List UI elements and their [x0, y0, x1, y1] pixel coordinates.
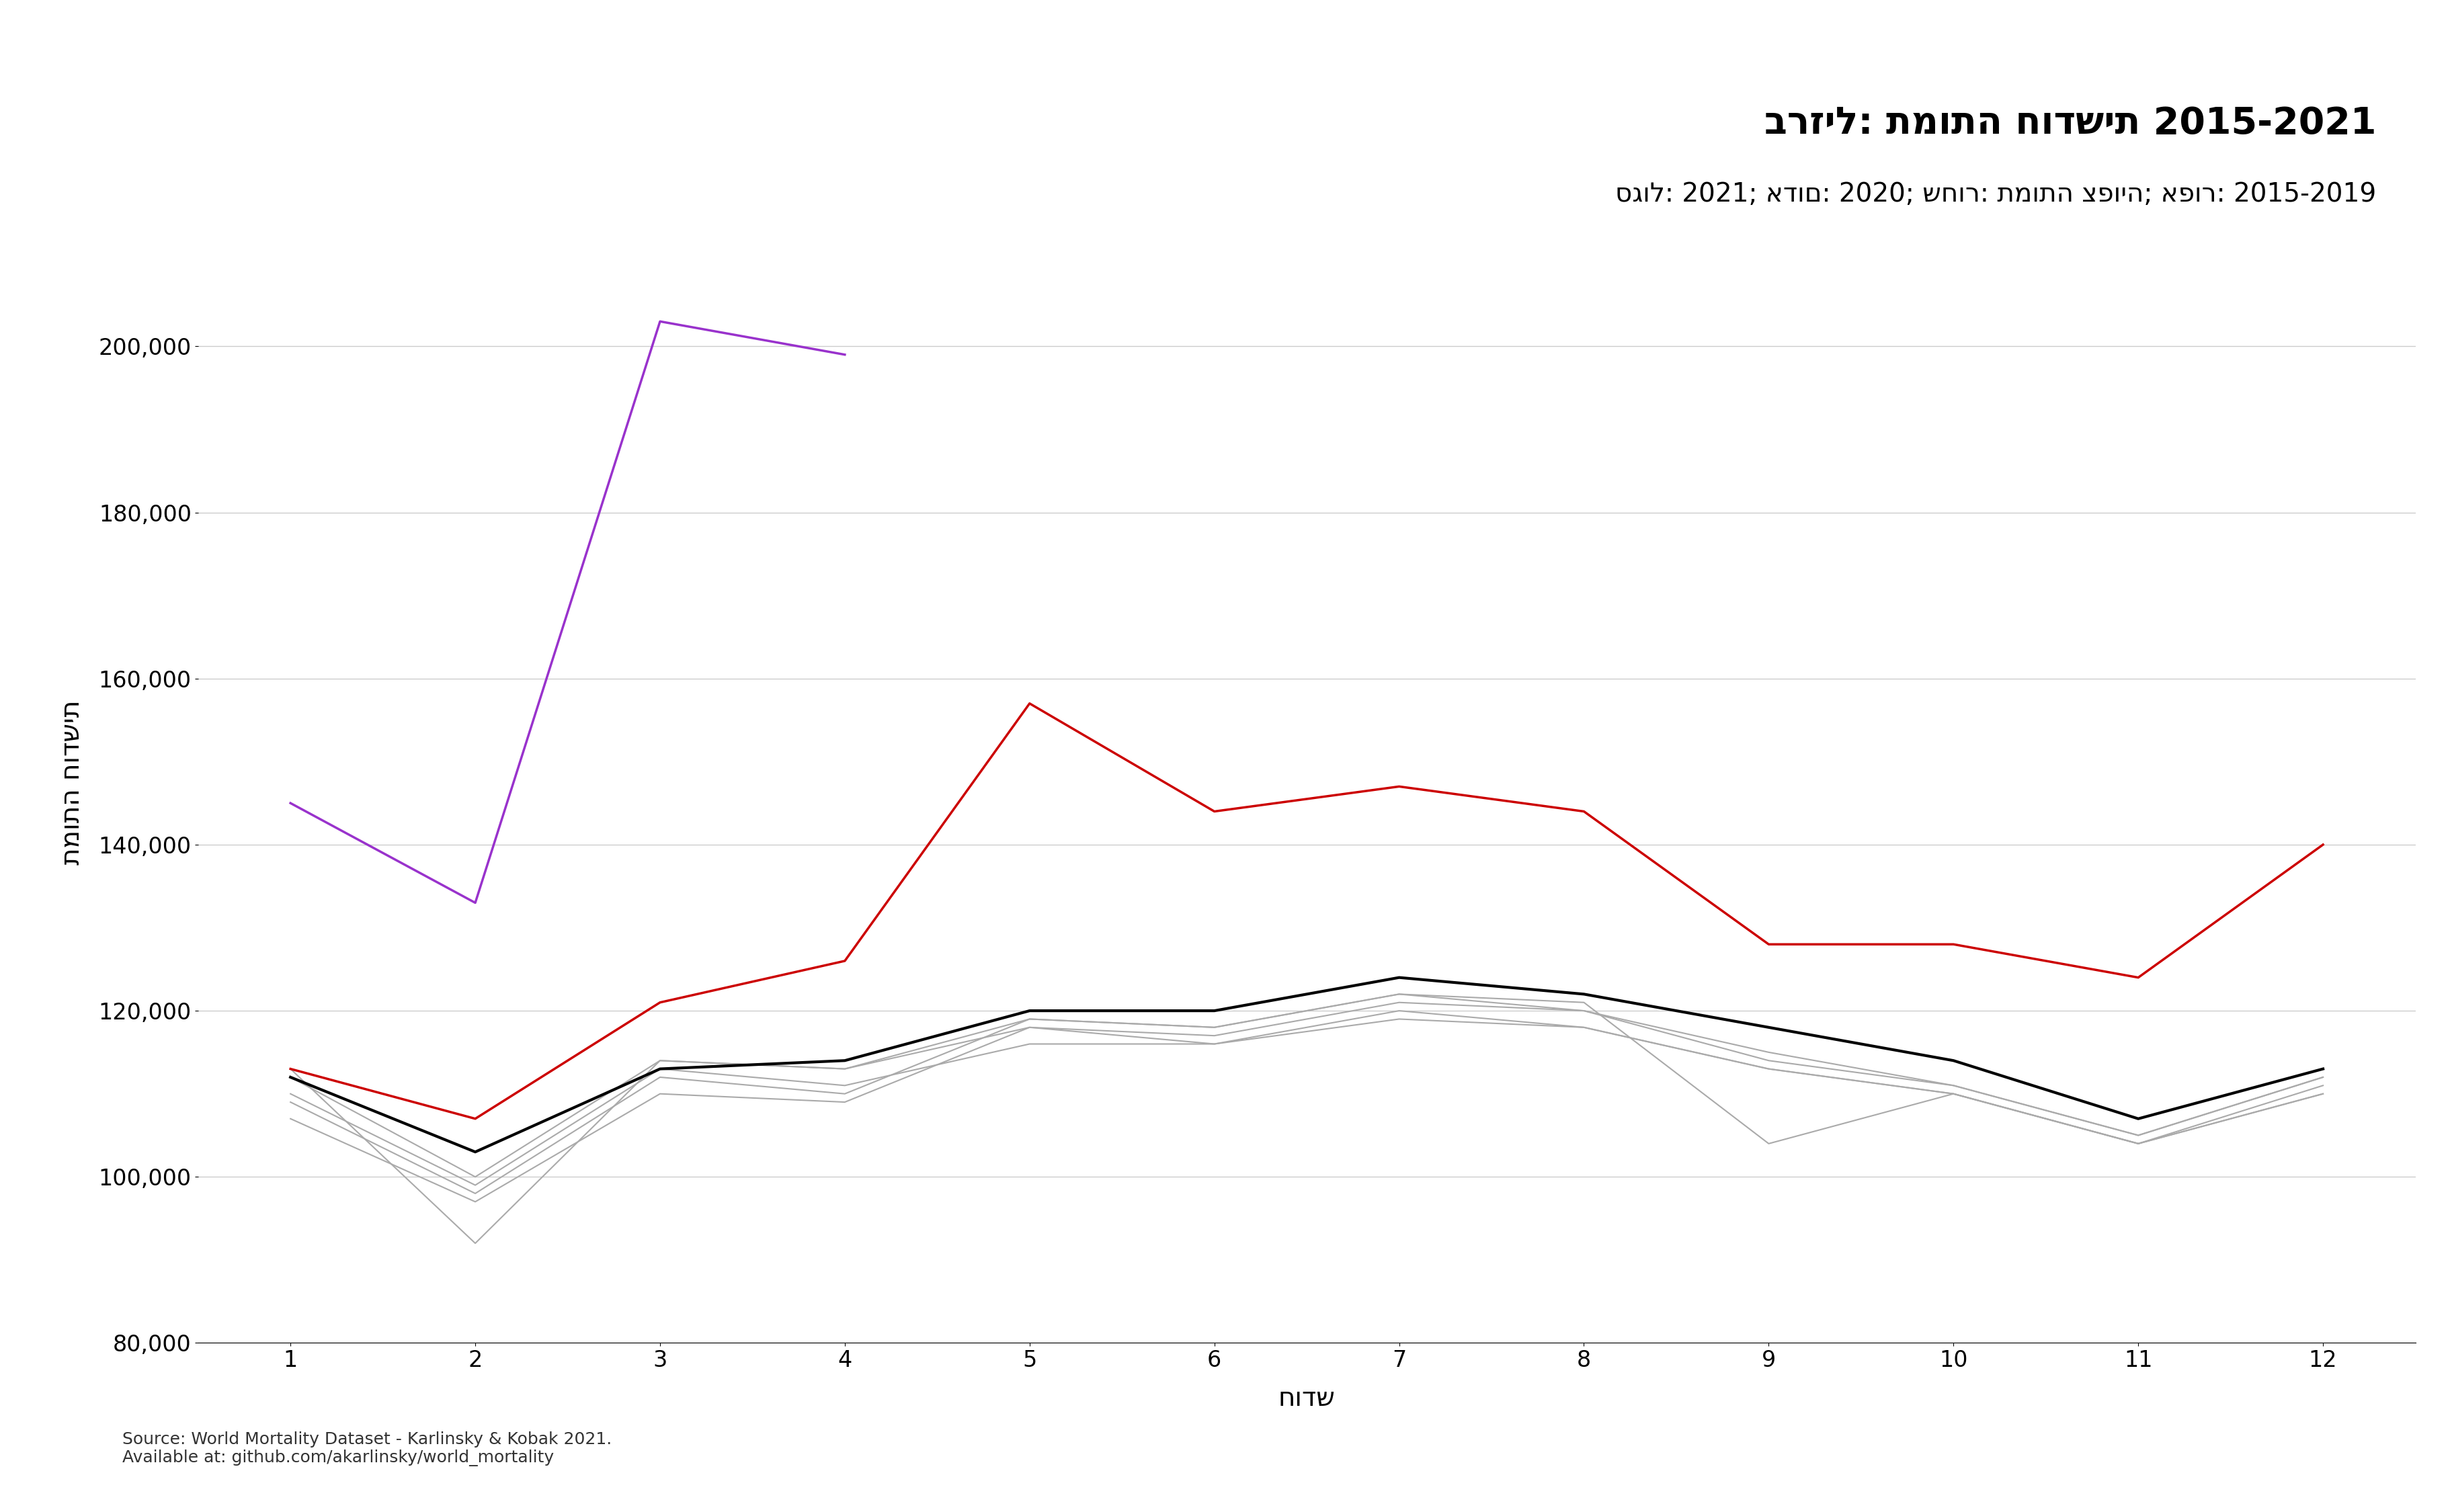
X-axis label: חודש: חודש	[1279, 1385, 1335, 1411]
Text: ברזיל: תמותה חודשית 2015-2021: ברזיל: תמותה חודשית 2015-2021	[1764, 106, 2376, 142]
Y-axis label: תמותה חודשית: תמותה חודשית	[59, 700, 86, 865]
Text: Source: World Mortality Dataset - Karlinsky & Kobak 2021.
Available at: github.c: Source: World Mortality Dataset - Karlin…	[122, 1432, 612, 1467]
Text: סגול: 2021; אדום: 2020; שחור: תמותה צפויה; אפור: 2015-2019: סגול: 2021; אדום: 2020; שחור: תמותה צפוי…	[1615, 181, 2376, 207]
